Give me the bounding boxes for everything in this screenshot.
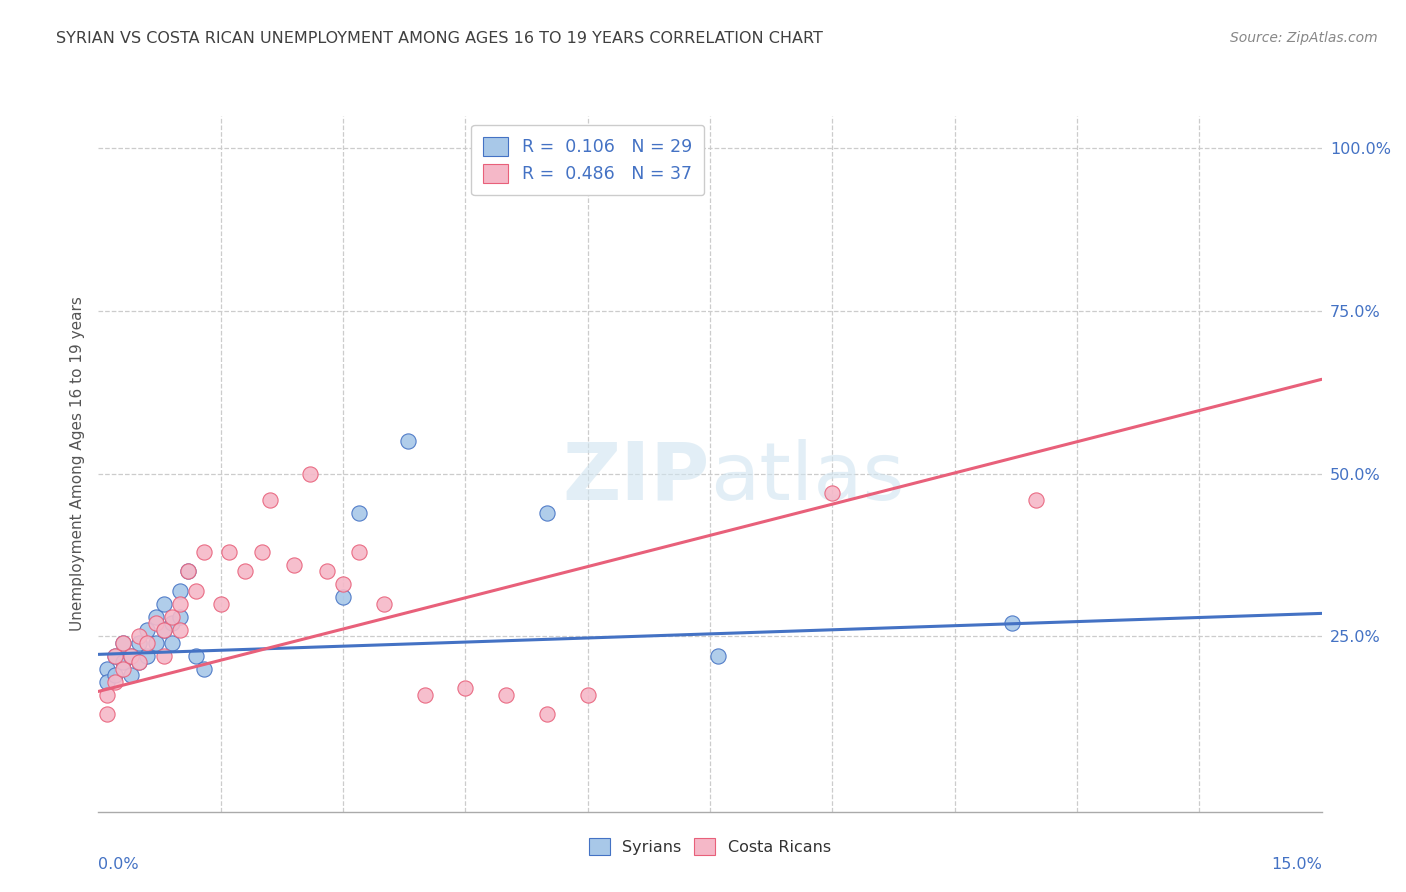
Point	[136, 623, 159, 637]
Point	[160, 616, 183, 631]
Point	[1001, 616, 1024, 631]
Point	[152, 623, 174, 637]
Point	[120, 668, 142, 682]
Point	[128, 655, 150, 669]
Point	[145, 609, 167, 624]
Point	[128, 655, 150, 669]
Point	[233, 564, 256, 578]
Point	[128, 629, 150, 643]
Point	[707, 648, 730, 663]
Point	[349, 506, 371, 520]
Point	[111, 662, 134, 676]
Point	[218, 544, 240, 558]
Point	[145, 616, 167, 631]
Y-axis label: Unemployment Among Ages 16 to 19 years: Unemployment Among Ages 16 to 19 years	[69, 296, 84, 632]
Text: 15.0%: 15.0%	[1271, 857, 1322, 872]
Point	[259, 492, 281, 507]
Point	[136, 635, 159, 649]
Point	[169, 597, 191, 611]
Point	[821, 486, 844, 500]
Point	[104, 668, 127, 682]
Point	[111, 635, 134, 649]
Point	[186, 648, 208, 663]
Point	[160, 635, 183, 649]
Point	[169, 623, 191, 637]
Point	[120, 648, 142, 663]
Point	[495, 688, 517, 702]
Point	[315, 564, 337, 578]
Point	[209, 597, 232, 611]
Point	[152, 623, 174, 637]
Point	[193, 544, 215, 558]
Point	[96, 662, 118, 676]
Point	[96, 674, 118, 689]
Point	[169, 609, 191, 624]
Point	[349, 544, 371, 558]
Point	[104, 674, 127, 689]
Point	[1025, 492, 1047, 507]
Text: Source: ZipAtlas.com: Source: ZipAtlas.com	[1230, 31, 1378, 45]
Text: atlas: atlas	[710, 439, 904, 516]
Point	[576, 688, 599, 702]
Point	[332, 590, 354, 604]
Point	[152, 648, 174, 663]
Point	[536, 707, 558, 722]
Point	[160, 609, 183, 624]
Point	[299, 467, 322, 481]
Point	[96, 707, 118, 722]
Point	[169, 583, 191, 598]
Text: SYRIAN VS COSTA RICAN UNEMPLOYMENT AMONG AGES 16 TO 19 YEARS CORRELATION CHART: SYRIAN VS COSTA RICAN UNEMPLOYMENT AMONG…	[56, 31, 823, 46]
Point	[111, 655, 134, 669]
Point	[111, 635, 134, 649]
Point	[396, 434, 419, 448]
Point	[250, 544, 273, 558]
Point	[177, 564, 200, 578]
Point	[104, 648, 127, 663]
Point	[177, 564, 200, 578]
Point	[536, 506, 558, 520]
Point	[332, 577, 354, 591]
Point	[454, 681, 477, 695]
Point	[186, 583, 208, 598]
Point	[136, 648, 159, 663]
Point	[413, 688, 436, 702]
Point	[145, 635, 167, 649]
Point	[120, 648, 142, 663]
Text: ZIP: ZIP	[562, 439, 710, 516]
Point	[193, 662, 215, 676]
Legend: Syrians, Costa Ricans: Syrians, Costa Ricans	[581, 830, 839, 863]
Text: 0.0%: 0.0%	[98, 857, 139, 872]
Point	[152, 597, 174, 611]
Point	[128, 635, 150, 649]
Point	[283, 558, 305, 572]
Point	[96, 688, 118, 702]
Point	[373, 597, 395, 611]
Point	[104, 648, 127, 663]
